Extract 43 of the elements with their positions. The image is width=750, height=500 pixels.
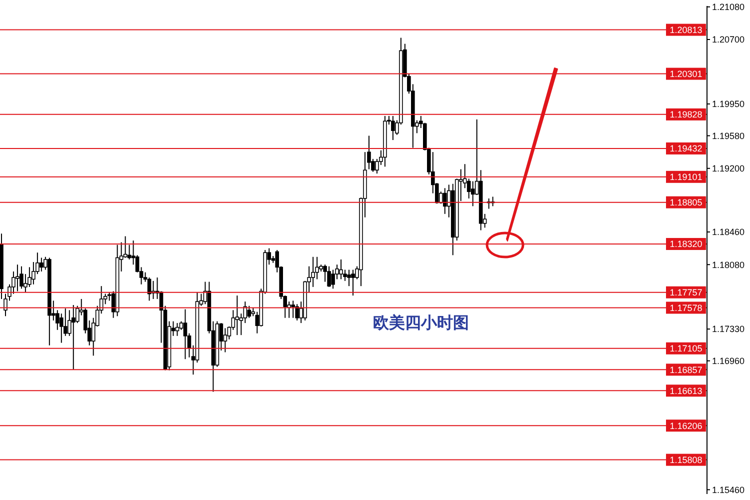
text: 欧美四小时图 [373,313,469,332]
ref-line-label: 1.16613 [670,386,702,396]
candlestick [183,308,188,360]
candlestick [223,328,228,353]
candlestick [20,266,24,290]
y-tick-label: 1.21080 [712,2,745,12]
candlestick [16,264,20,292]
ref-line-label: 1.20301 [670,68,702,79]
y-tick-label: 1.17330 [712,324,745,334]
y-tick-label: 1.20700 [712,34,745,45]
y-tick-label: 1.19200 [712,164,745,174]
ref-line-label: 1.18805 [670,197,702,208]
ref-line-label: 1.17757 [670,288,702,298]
candlestick [470,180,475,207]
candlestick [347,269,351,287]
candlestick [175,322,180,336]
candlestick [351,269,355,296]
ref-line-label: 1.19101 [670,172,702,182]
candlestick [442,188,447,214]
candlestick [247,305,252,318]
y-tick-label: 1.16960 [712,356,745,366]
candlestick [391,115,395,141]
ref-line-label: 1.20813 [670,24,702,35]
ref-line-label: 1.15808 [670,454,702,465]
y-tick-label: 1.18080 [712,260,745,270]
ref-line-label: 1.18320 [670,239,702,250]
ref-line-label: 1.16857 [670,364,702,375]
y-tick-label: 1.15460 [712,484,745,495]
candlestick [72,304,76,370]
candlestick [291,300,295,318]
candlestick [40,257,44,272]
candlestick [295,304,299,321]
ref-line-label: 1.16206 [670,420,702,431]
candlestick [235,295,240,336]
y-tick-label: 1.19950 [712,99,745,110]
ref-line-label: 1.19828 [670,110,702,120]
ref-line-label: 1.17105 [670,344,702,354]
ref-line-label: 1.17578 [670,302,702,313]
y-tick-label: 1.19580 [712,130,745,141]
ref-line-label: 1.19432 [670,144,702,154]
candlestick [327,266,331,288]
y-tick-label: 1.18460 [712,227,745,238]
candlestick [339,258,343,280]
